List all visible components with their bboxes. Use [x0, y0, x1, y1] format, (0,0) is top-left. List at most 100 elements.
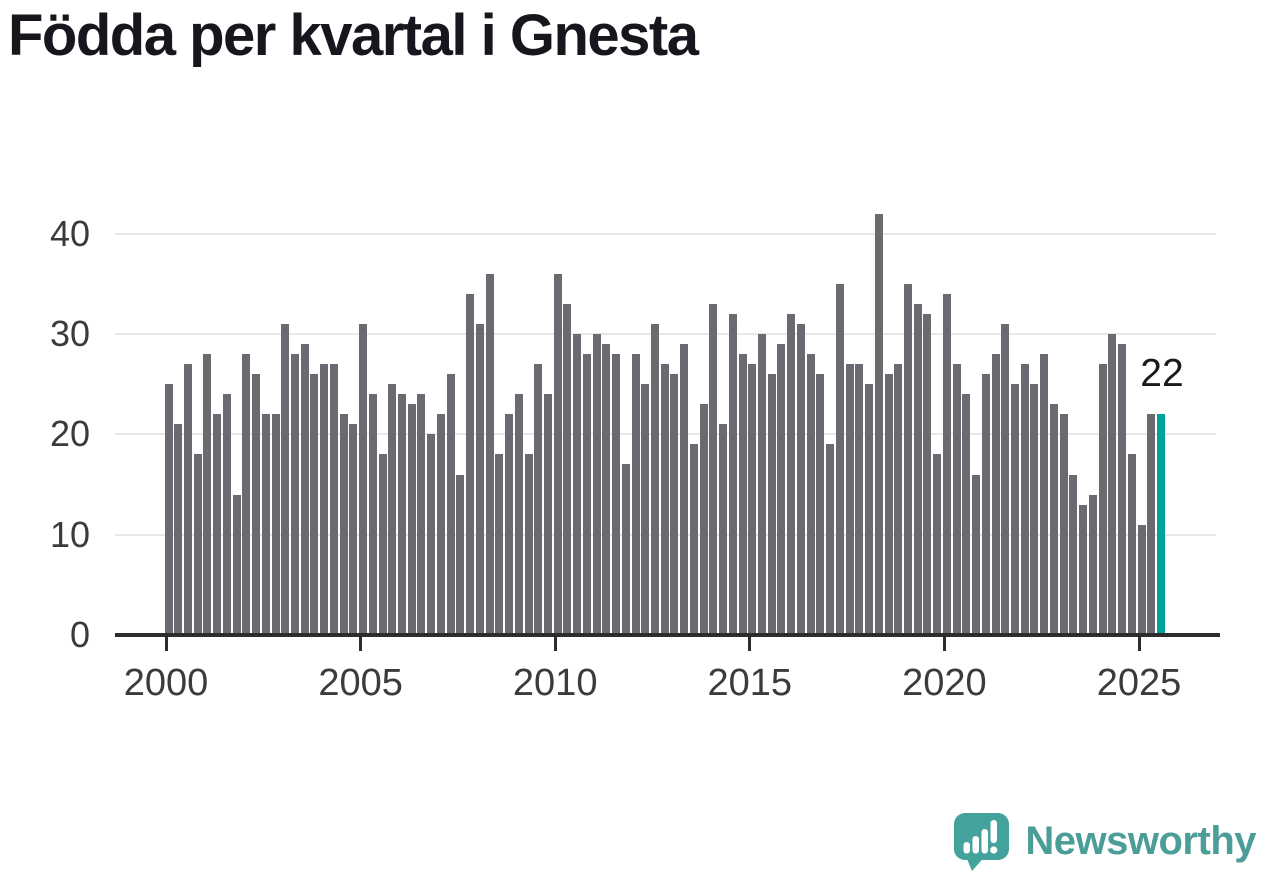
bar	[252, 374, 261, 635]
bar	[378, 454, 387, 635]
x-axis-label-2005: 2005	[318, 662, 403, 704]
bar	[1059, 414, 1068, 635]
bar	[281, 324, 290, 635]
bar	[242, 354, 251, 635]
x-tick-2015	[748, 636, 752, 651]
bar	[612, 354, 621, 635]
bar	[952, 364, 961, 635]
bar	[553, 273, 562, 635]
bar	[222, 394, 231, 635]
bar	[456, 474, 465, 635]
highlighted-bar-value-label: 22	[1140, 352, 1184, 396]
x-axis-label-2025: 2025	[1096, 662, 1182, 704]
bar	[933, 454, 942, 635]
bar	[1088, 494, 1097, 635]
bar	[835, 283, 844, 635]
x-axis-label-2010: 2010	[512, 662, 598, 704]
bar	[573, 334, 582, 635]
bar	[203, 354, 212, 635]
newsworthy-branding: Newsworthy	[953, 812, 1256, 871]
bar	[903, 283, 912, 635]
bar	[777, 344, 786, 635]
bar	[748, 364, 757, 635]
bar	[213, 414, 222, 635]
bar	[962, 394, 971, 635]
bar	[407, 404, 416, 635]
bar	[514, 394, 523, 635]
x-tick-2005	[359, 636, 363, 651]
y-axis-label-40: 40	[49, 212, 90, 254]
bar	[1079, 504, 1088, 635]
bar	[865, 384, 874, 635]
bar	[787, 314, 796, 635]
bar	[913, 304, 922, 635]
y-axis-label-30: 30	[49, 313, 90, 355]
x-axis-label-2015: 2015	[707, 662, 793, 704]
bar	[329, 364, 338, 635]
x-tick-2000	[164, 636, 168, 651]
bar	[475, 324, 484, 635]
x-axis-label-2000: 2000	[123, 662, 209, 704]
bar-highlighted	[1156, 414, 1165, 635]
bar	[855, 364, 864, 635]
x-tick-2025	[1137, 636, 1141, 651]
bar	[232, 494, 241, 635]
bar	[894, 364, 903, 635]
bar	[767, 374, 776, 635]
bar	[349, 424, 358, 635]
bar	[427, 434, 436, 635]
bar	[826, 444, 835, 635]
bar	[534, 364, 543, 635]
bar	[621, 464, 630, 635]
bar	[592, 334, 601, 635]
bar	[602, 344, 611, 635]
y-axis-label-20: 20	[49, 413, 90, 455]
bar	[543, 394, 552, 635]
bar	[398, 394, 407, 635]
bar	[1030, 384, 1039, 635]
bar	[719, 424, 728, 635]
bar	[1040, 354, 1049, 635]
bar	[174, 424, 183, 635]
bar	[991, 354, 1000, 635]
bar	[942, 293, 951, 635]
bar	[261, 414, 270, 635]
bar	[485, 273, 494, 635]
bar	[505, 414, 514, 635]
bar	[1011, 384, 1019, 635]
bar	[796, 324, 805, 635]
bar	[699, 404, 708, 635]
bar	[436, 414, 445, 635]
bar	[923, 314, 932, 635]
bar	[1147, 414, 1156, 635]
bar	[1069, 474, 1078, 635]
bar	[738, 354, 747, 635]
bar	[1127, 454, 1136, 635]
bar	[446, 374, 455, 635]
y-axis-label-10: 10	[49, 513, 90, 555]
bar	[183, 364, 192, 635]
bar	[651, 324, 659, 635]
bar	[884, 374, 893, 635]
bar	[359, 324, 368, 635]
bar	[972, 474, 981, 635]
bar	[758, 334, 767, 635]
bar	[164, 384, 173, 635]
bar	[689, 444, 698, 635]
newsworthy-logo-icon	[954, 813, 1010, 871]
bar	[563, 304, 572, 635]
bar	[680, 344, 689, 635]
bar	[1001, 324, 1010, 635]
bar	[368, 394, 377, 635]
bar	[417, 394, 426, 635]
bar	[300, 344, 309, 635]
bar	[1020, 364, 1029, 635]
bar	[320, 364, 329, 635]
x-tick-2010	[553, 636, 557, 651]
bar	[1137, 524, 1146, 635]
bar	[981, 374, 990, 635]
bar	[388, 384, 397, 635]
bar	[1118, 344, 1127, 635]
bar	[466, 293, 475, 635]
